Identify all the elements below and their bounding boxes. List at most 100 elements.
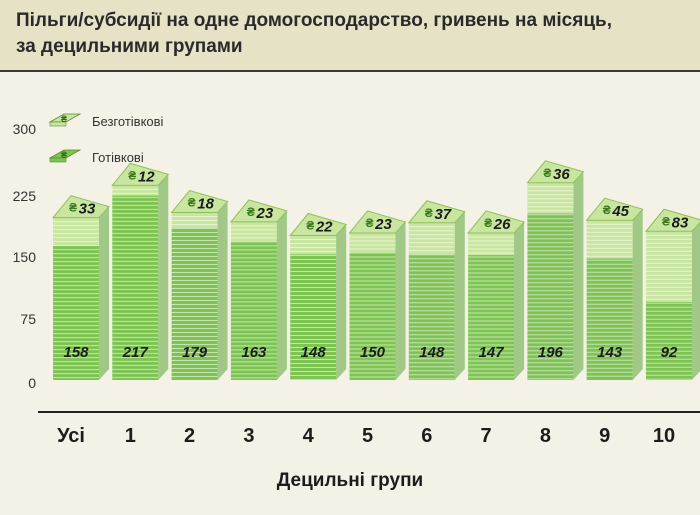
cashless-value-label: 36 — [553, 166, 570, 183]
cash-value-label: 217 — [122, 344, 149, 361]
category-label: 7 — [481, 425, 492, 447]
bar-cash — [408, 254, 455, 380]
bar-cash — [646, 301, 692, 380]
bar-group: ₴ — [111, 162, 170, 380]
bar-cashless — [112, 185, 159, 196]
y-tick-label: 225 — [13, 188, 37, 204]
bar-side-face — [99, 206, 109, 380]
legend-icon-cash: ₴ — [48, 149, 82, 163]
bar-top-face — [585, 197, 644, 221]
category-label: 6 — [421, 425, 432, 447]
bar-cashless — [468, 232, 515, 256]
bar-group: ₴ — [51, 195, 110, 380]
hryvnia-icon: ₴ — [425, 206, 433, 220]
hryvnia-icon: ₴ — [128, 168, 136, 182]
category-label: Усі — [57, 425, 85, 447]
cash-value-label: 148 — [419, 344, 445, 361]
bar-cash — [171, 227, 218, 380]
bar-top-face — [111, 162, 170, 186]
cashless-value-label: 83 — [672, 214, 689, 231]
category-label: 2 — [184, 425, 195, 447]
hryvnia-icon: ₴ — [484, 216, 492, 230]
y-tick-label: 0 — [28, 375, 36, 391]
bar-top-face — [229, 199, 288, 223]
cashless-value-label: 12 — [138, 168, 155, 185]
bar-side-face — [395, 221, 406, 380]
hryvnia-icon: ₴ — [61, 114, 67, 124]
category-label: 10 — [653, 425, 675, 447]
category-label: 3 — [243, 425, 254, 447]
bar-group: ₴ — [170, 189, 229, 380]
cashless-value-label: 26 — [493, 216, 511, 233]
legend-icon-cashless: ₴ — [48, 113, 82, 127]
legend-swatch-edge — [49, 121, 67, 127]
bar-side-face — [514, 221, 525, 380]
bar-top-face — [467, 210, 526, 234]
cashless-value-label: 23 — [256, 205, 274, 222]
bar-top-face — [289, 212, 348, 236]
bar-cash — [349, 252, 396, 380]
hryvnia-icon: ₴ — [662, 214, 670, 228]
bar-group: ₴ — [644, 208, 700, 380]
title-band: Пільги/субсидії на одне домогосподарство… — [0, 0, 700, 72]
bar-group: ₴ — [289, 212, 348, 380]
hryvnia-icon: ₴ — [543, 166, 551, 180]
cash-value-label: 148 — [301, 344, 327, 361]
bar-top-face — [170, 189, 229, 214]
bar-side-face — [217, 201, 228, 380]
bar-cash — [527, 213, 574, 380]
cashless-value-label: 37 — [434, 206, 451, 223]
cash-value-label: 179 — [182, 344, 208, 361]
hryvnia-icon: ₴ — [603, 203, 611, 217]
bar-cashless — [586, 220, 633, 259]
bar-top-face — [51, 195, 110, 219]
cash-value-label: 143 — [597, 344, 623, 361]
hryvnia-icon: ₴ — [247, 205, 255, 219]
category-label: 1 — [125, 425, 136, 447]
bar-top-face — [644, 208, 700, 232]
bar-side-face — [632, 209, 643, 380]
bar-group: ₴ — [229, 199, 288, 380]
bar-group: ₴ — [348, 210, 407, 380]
bar-group: ₴ — [585, 197, 644, 380]
legend-swatch-edge — [49, 157, 67, 163]
hryvnia-icon: ₴ — [61, 150, 67, 160]
bar-cash — [230, 241, 277, 380]
bar-cashless — [230, 221, 277, 242]
bar-side-face — [573, 171, 584, 380]
bar-cashless — [349, 232, 396, 253]
bar-top-face — [526, 160, 585, 184]
bar-top-face — [407, 200, 466, 224]
category-label: 5 — [362, 425, 373, 447]
cash-value-label: 158 — [63, 344, 89, 361]
x-axis-title: Децильні групи — [277, 470, 423, 491]
bar-cash — [468, 255, 515, 380]
cash-value-label: 92 — [661, 344, 678, 361]
bar-top-face — [348, 210, 407, 234]
cashless-value-label: 33 — [79, 201, 96, 218]
cash-value-label: 196 — [538, 344, 564, 361]
hryvnia-icon: ₴ — [188, 196, 196, 210]
bar-cashless — [290, 235, 337, 255]
category-label: 9 — [599, 425, 610, 447]
bar-side-face — [276, 210, 287, 380]
bar-side-face — [158, 174, 169, 380]
y-tick-label: 150 — [13, 249, 37, 265]
hryvnia-icon: ₴ — [306, 219, 314, 233]
category-label: 8 — [540, 425, 551, 447]
bar-group: ₴ — [407, 200, 466, 380]
cash-value-label: 150 — [360, 344, 386, 361]
chart-title-line2: за децильними групами — [16, 36, 243, 57]
bar-group: ₴ — [467, 210, 526, 380]
y-tick-label: 300 — [13, 121, 37, 137]
bar-side-face — [336, 224, 347, 380]
hryvnia-icon: ₴ — [69, 201, 77, 215]
bar-side-face — [692, 222, 700, 380]
cash-value-label: 147 — [479, 344, 505, 361]
cashless-value-label: 23 — [374, 216, 392, 233]
cashless-value-label: 22 — [315, 219, 333, 236]
category-label: 4 — [303, 425, 315, 447]
cash-value-label: 163 — [241, 344, 267, 361]
bar-cash — [290, 254, 337, 380]
